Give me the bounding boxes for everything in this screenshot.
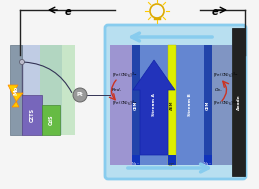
- FancyBboxPatch shape: [22, 95, 42, 135]
- Text: Na$^+$: Na$^+$: [204, 160, 212, 168]
- FancyBboxPatch shape: [212, 45, 232, 165]
- Text: Anode: Anode: [236, 94, 241, 110]
- Text: Mo: Mo: [13, 85, 18, 95]
- FancyBboxPatch shape: [204, 45, 212, 165]
- FancyBboxPatch shape: [168, 45, 176, 165]
- Text: CEM: CEM: [206, 100, 210, 110]
- Text: CdS: CdS: [48, 115, 54, 125]
- FancyBboxPatch shape: [204, 155, 212, 165]
- Text: AEM: AEM: [170, 100, 174, 110]
- FancyBboxPatch shape: [140, 45, 168, 165]
- Text: Pt: Pt: [77, 92, 83, 98]
- FancyBboxPatch shape: [105, 25, 246, 179]
- Text: CZTS: CZTS: [30, 108, 34, 122]
- FancyBboxPatch shape: [42, 105, 60, 135]
- Text: e: e: [212, 7, 218, 17]
- Text: [Fe(CN)$_6$]$^{3-}$: [Fe(CN)$_6$]$^{3-}$: [112, 70, 138, 80]
- Text: [Fe(CN)$_6$]$^{4-}$: [Fe(CN)$_6$]$^{4-}$: [112, 98, 138, 108]
- Text: [Fe(CN)$_6$]$^{4-}$: [Fe(CN)$_6$]$^{4-}$: [213, 98, 239, 108]
- Text: CEM: CEM: [134, 100, 138, 110]
- FancyBboxPatch shape: [10, 45, 22, 135]
- Text: Red-: Red-: [112, 88, 122, 92]
- Text: [Fe(CN)$_6$]$^{3-}$: [Fe(CN)$_6$]$^{3-}$: [213, 70, 239, 80]
- FancyBboxPatch shape: [132, 155, 140, 165]
- Circle shape: [19, 60, 25, 64]
- Circle shape: [73, 88, 87, 102]
- FancyArrow shape: [133, 60, 175, 155]
- Text: Ox-: Ox-: [215, 88, 223, 92]
- Text: e: e: [65, 7, 71, 17]
- FancyBboxPatch shape: [22, 45, 62, 135]
- Text: Cl$^-$: Cl$^-$: [168, 160, 176, 167]
- Polygon shape: [8, 85, 23, 107]
- FancyBboxPatch shape: [176, 45, 204, 165]
- Text: Stream B: Stream B: [188, 94, 192, 116]
- FancyBboxPatch shape: [168, 155, 176, 165]
- FancyBboxPatch shape: [232, 28, 245, 176]
- Text: Na$^+$: Na$^+$: [132, 160, 140, 168]
- FancyBboxPatch shape: [132, 45, 140, 165]
- Text: Stream A: Stream A: [152, 94, 156, 116]
- FancyBboxPatch shape: [40, 45, 75, 135]
- FancyBboxPatch shape: [110, 45, 132, 165]
